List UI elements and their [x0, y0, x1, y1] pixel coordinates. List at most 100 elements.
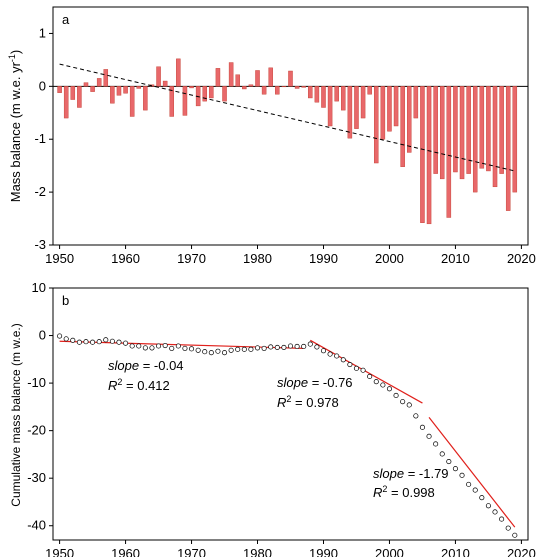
bar — [400, 86, 405, 167]
bar — [446, 86, 452, 218]
bar — [374, 86, 379, 164]
data-point — [373, 379, 379, 385]
data-point — [287, 343, 294, 349]
y-tick-label: 1 — [39, 25, 46, 40]
data-point — [340, 357, 346, 363]
bar — [472, 86, 478, 193]
data-point — [57, 333, 63, 339]
data-point — [492, 509, 498, 515]
data-point — [472, 487, 478, 493]
x-tick-label: 1970 — [177, 251, 206, 266]
trend-line — [59, 63, 515, 172]
x-tick-label: 1960 — [111, 546, 140, 557]
data-point — [63, 336, 69, 342]
y-tick-label: -2 — [34, 184, 46, 199]
bar — [347, 86, 353, 139]
bar — [156, 66, 161, 87]
data-point — [419, 424, 425, 430]
x-tick-label: 1970 — [177, 546, 206, 557]
y-tick-label: -20 — [27, 423, 46, 438]
data-point — [149, 345, 155, 351]
bar — [123, 86, 128, 94]
bar — [143, 86, 148, 111]
data-point — [499, 516, 505, 522]
data-point — [347, 362, 353, 368]
panel-a-frame — [52, 6, 529, 246]
data-point — [109, 338, 115, 344]
bar — [439, 86, 445, 180]
bar — [294, 86, 300, 89]
data-point — [268, 344, 274, 350]
panel-b-annotations: slope = -0.04 R2 = 0.412 slope = -0.76 R2 =… — [108, 358, 449, 500]
bar — [182, 86, 188, 116]
y-tick-label: 0 — [39, 328, 46, 343]
data-point — [439, 451, 445, 457]
bar — [116, 86, 122, 96]
bar — [96, 78, 102, 87]
panel-b-y-axis-label: Cumulative mass balance (m w.e.) — [9, 323, 23, 506]
x-tick-label: 1960 — [111, 251, 140, 266]
bar — [209, 86, 214, 99]
data-point — [215, 348, 221, 354]
data-point — [360, 367, 366, 373]
data-point — [485, 503, 491, 509]
x-tick-label: 2000 — [375, 251, 404, 266]
y-tick-label: -10 — [27, 375, 46, 390]
data-point — [426, 433, 432, 439]
data-point — [294, 343, 300, 350]
bar — [380, 86, 386, 140]
data-point — [386, 386, 393, 392]
bar — [90, 86, 95, 92]
bar — [459, 86, 465, 180]
bar — [261, 86, 267, 95]
bar — [327, 86, 333, 127]
data-point — [452, 466, 458, 472]
data-point — [314, 344, 320, 350]
bar — [393, 86, 399, 127]
bar — [301, 86, 306, 88]
data-point — [175, 343, 181, 349]
bar — [426, 86, 432, 225]
panel-a-mass-balance: a 1 0 -1 -2 -3 1950 1960 1970 1980 1990 2000 2010 2… — [7, 6, 536, 266]
bar — [314, 86, 320, 103]
bar — [176, 58, 181, 87]
data-point — [380, 382, 386, 388]
panel-a-label: a — [62, 12, 70, 27]
y-tick-label: 10 — [32, 280, 46, 295]
bar — [162, 80, 168, 87]
bar — [70, 86, 76, 100]
data-point — [123, 340, 129, 346]
data-point — [208, 350, 214, 356]
data-point — [116, 339, 122, 345]
panel-b-x-ticks: 1950 1960 1970 1980 1990 2000 2010 2020 — [45, 540, 536, 557]
x-tick-label: 1980 — [243, 251, 272, 266]
data-point — [334, 353, 340, 359]
bar — [268, 67, 273, 87]
bar — [387, 86, 392, 132]
bar — [255, 70, 260, 87]
data-point — [400, 399, 406, 405]
bar — [413, 86, 419, 119]
bar — [512, 86, 518, 193]
data-point — [129, 343, 135, 349]
bar — [129, 86, 135, 117]
bar — [479, 86, 485, 169]
bar — [235, 74, 240, 87]
data-point — [142, 345, 148, 351]
bar — [505, 86, 511, 211]
slope-annotation: slope = -0.76 — [277, 375, 353, 390]
data-point — [446, 458, 452, 465]
x-tick-label: 2020 — [507, 251, 536, 266]
data-point — [367, 373, 373, 379]
x-tick-label: 2000 — [375, 546, 404, 557]
bar — [407, 86, 412, 153]
r2-annotation: R2 = 0.412 — [108, 377, 170, 393]
panel-a-y-ticks: 1 0 -1 -2 -3 — [34, 25, 53, 252]
bar — [367, 86, 372, 95]
bar — [308, 86, 313, 99]
data-point — [301, 343, 307, 350]
bar — [169, 86, 174, 117]
y-tick-label: -40 — [27, 518, 46, 533]
panel-a-y-axis-label: Mass balance (m w.e. yr-1) — [7, 50, 23, 203]
